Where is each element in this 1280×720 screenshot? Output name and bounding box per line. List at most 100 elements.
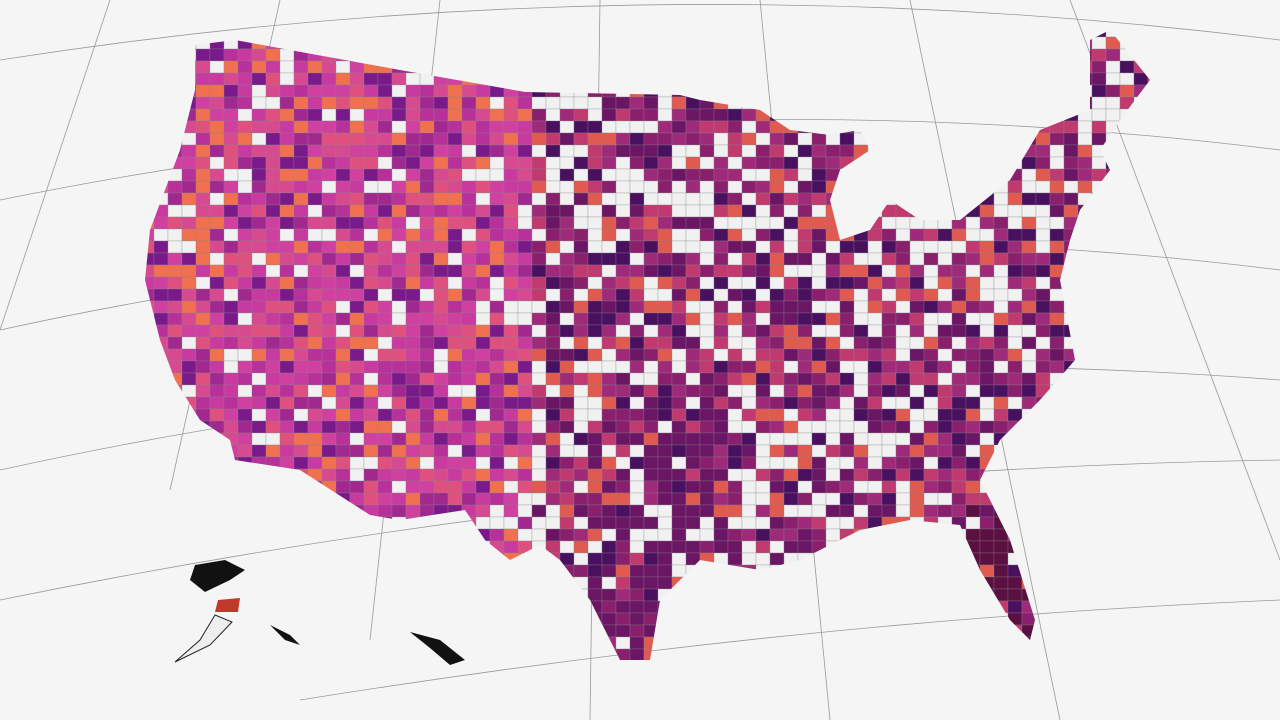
county	[181, 480, 197, 494]
county	[461, 108, 477, 122]
county	[867, 360, 883, 374]
county	[937, 480, 953, 494]
county	[937, 36, 953, 50]
county	[335, 120, 351, 134]
county	[587, 612, 603, 626]
county	[825, 228, 841, 242]
county	[145, 540, 155, 554]
county	[1133, 468, 1149, 482]
county	[181, 204, 197, 218]
county	[909, 408, 925, 422]
county	[419, 36, 435, 50]
county	[881, 636, 897, 650]
county	[1091, 84, 1107, 98]
county	[167, 60, 183, 74]
county	[881, 408, 897, 422]
county	[377, 288, 393, 302]
county	[1119, 288, 1135, 302]
county	[671, 444, 687, 458]
county	[1105, 204, 1121, 218]
county	[349, 372, 365, 386]
county	[1021, 48, 1037, 62]
county	[853, 468, 869, 482]
county	[167, 96, 183, 110]
county	[783, 216, 799, 230]
county	[867, 432, 883, 446]
county	[517, 36, 533, 50]
county	[1119, 324, 1135, 338]
county	[895, 612, 911, 626]
county	[783, 636, 799, 650]
county	[209, 228, 225, 242]
county	[559, 408, 575, 422]
county	[223, 348, 239, 362]
county	[461, 228, 477, 242]
county	[1049, 552, 1065, 566]
county	[1063, 288, 1079, 302]
county	[797, 168, 813, 182]
county	[461, 444, 477, 458]
county	[475, 276, 491, 290]
county	[1147, 576, 1150, 590]
county	[223, 324, 239, 338]
county	[741, 348, 757, 362]
county	[699, 540, 715, 554]
county	[713, 36, 729, 50]
county	[1007, 612, 1023, 626]
county	[1091, 396, 1107, 410]
county	[489, 288, 505, 302]
county	[909, 240, 925, 254]
county	[377, 516, 393, 530]
county	[405, 540, 421, 554]
county	[811, 384, 827, 398]
county	[251, 120, 267, 134]
county	[909, 96, 925, 110]
county	[965, 396, 981, 410]
county	[321, 372, 337, 386]
county	[923, 312, 939, 326]
county	[307, 336, 323, 350]
county	[447, 72, 463, 86]
county	[685, 228, 701, 242]
county	[433, 180, 449, 194]
county	[727, 432, 743, 446]
county	[1035, 228, 1051, 242]
county	[363, 444, 379, 458]
county	[293, 576, 309, 590]
county	[321, 144, 337, 158]
county	[223, 384, 239, 398]
county	[517, 216, 533, 230]
county	[405, 468, 421, 482]
county	[685, 564, 701, 578]
county	[825, 516, 841, 530]
county	[503, 252, 519, 266]
county	[1063, 348, 1079, 362]
county	[489, 204, 505, 218]
county	[727, 120, 743, 134]
county	[265, 168, 281, 182]
county	[783, 540, 799, 554]
county	[643, 60, 659, 74]
county	[1077, 612, 1093, 626]
county	[797, 180, 813, 194]
county	[685, 492, 701, 506]
county	[587, 288, 603, 302]
county	[1091, 36, 1107, 50]
county	[405, 180, 421, 194]
county	[293, 504, 309, 518]
county	[937, 276, 953, 290]
county	[335, 192, 351, 206]
county	[307, 504, 323, 518]
county	[154, 661, 168, 673]
county	[671, 204, 687, 218]
county	[195, 252, 211, 266]
county	[517, 228, 533, 242]
county	[657, 132, 673, 146]
county	[629, 624, 645, 638]
county	[461, 432, 477, 446]
county	[475, 108, 491, 122]
county	[727, 384, 743, 398]
county	[699, 564, 715, 578]
county	[1119, 444, 1135, 458]
county	[1077, 120, 1093, 134]
